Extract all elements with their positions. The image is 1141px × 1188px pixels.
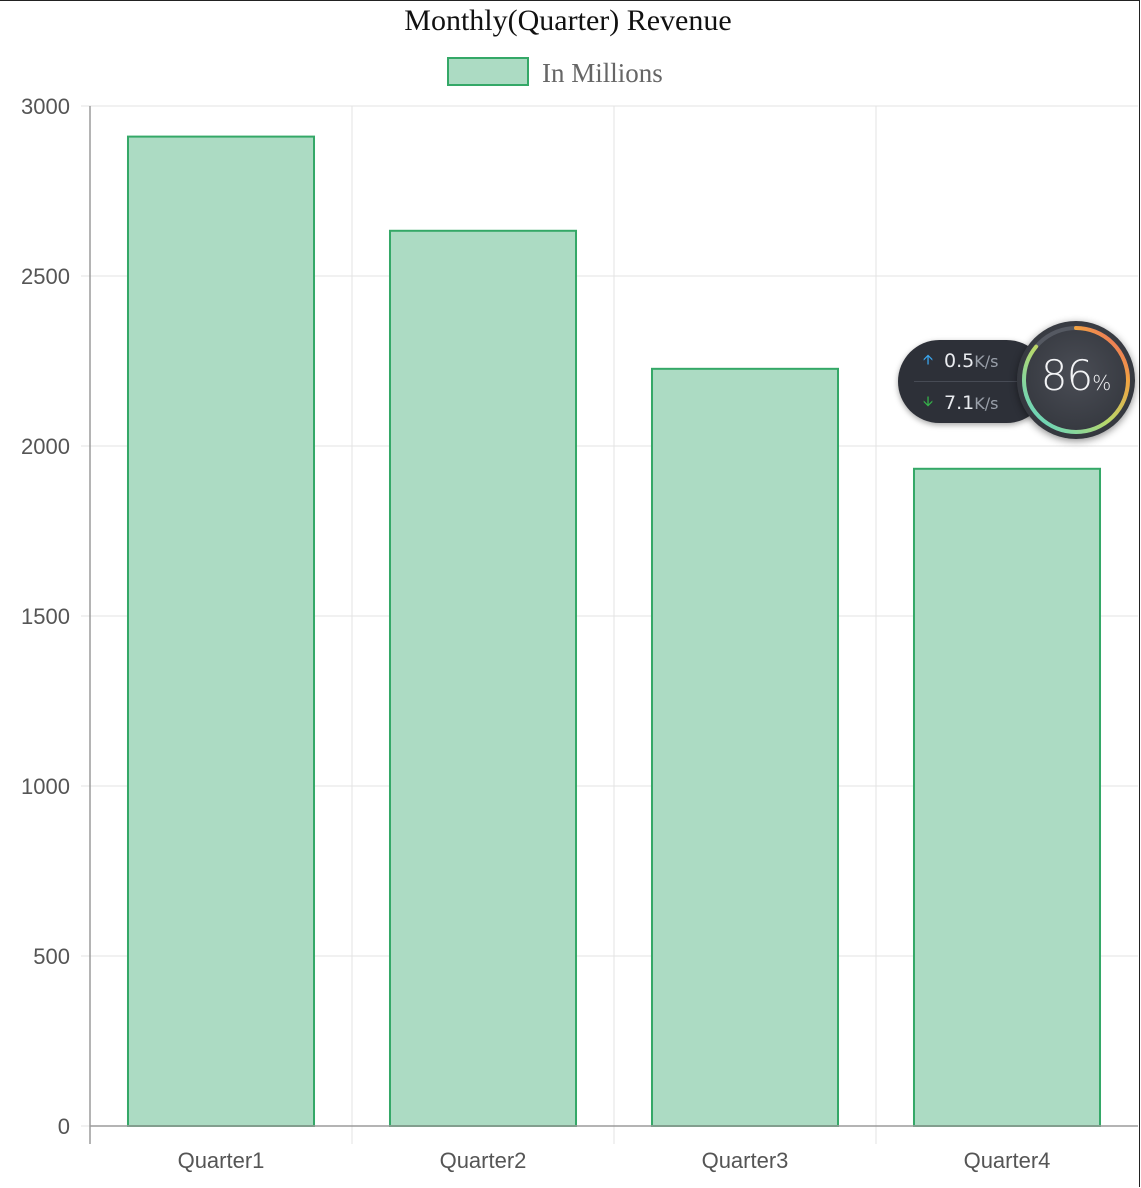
upload-speed-unit: K/s <box>974 351 999 371</box>
legend-swatch <box>447 57 529 86</box>
upload-speed-value: 0.5 <box>944 350 975 372</box>
gauge-arc <box>1022 326 1130 434</box>
bar-quarter4[interactable] <box>912 467 1102 1127</box>
x-tick-label: Quarter4 <box>964 1148 1051 1173</box>
bars <box>126 135 1102 1128</box>
y-tick-label: 2500 <box>21 264 70 289</box>
download-speed-row: 🡫 7.1 K/s <box>920 390 998 416</box>
chart-title: Monthly(Quarter) Revenue <box>404 4 731 37</box>
memory-usage-gauge[interactable]: 86% <box>1017 321 1135 439</box>
bar-quarter3[interactable] <box>650 367 840 1127</box>
axes <box>89 106 1138 1144</box>
bar-quarter1[interactable] <box>126 135 316 1128</box>
legend[interactable]: In Millions <box>447 57 663 88</box>
y-tick-label: 500 <box>33 944 70 969</box>
y-tick-label: 1000 <box>21 774 70 799</box>
upload-speed-row: 🡩 0.5 K/s <box>920 348 998 374</box>
x-tick-label: Quarter3 <box>702 1148 789 1173</box>
percent-value: 86 <box>1040 351 1093 400</box>
network-speed-widget[interactable]: 🡩 0.5 K/s 🡫 7.1 K/s 86% <box>898 321 1136 441</box>
arrow-up-icon: 🡩 <box>922 352 934 368</box>
legend-label: In Millions <box>542 58 663 88</box>
download-speed-unit: K/s <box>974 393 999 413</box>
x-tick-label: Quarter2 <box>440 1148 527 1173</box>
percent-sign: % <box>1092 371 1112 395</box>
gauge-ring <box>1022 326 1130 434</box>
arrow-down-icon: 🡫 <box>922 394 934 410</box>
download-speed-value: 7.1 <box>944 392 975 414</box>
divider <box>914 381 1034 382</box>
x-tick-label: Quarter1 <box>178 1148 265 1173</box>
y-tick-label: 2000 <box>21 434 70 459</box>
y-tick-label: 3000 <box>21 94 70 119</box>
y-tick-label: 1500 <box>21 604 70 629</box>
bar-quarter2[interactable] <box>388 229 578 1127</box>
tick-labels: 0 500 1000 1500 2000 2500 3000 Quarter1 Quarter2… <box>21 94 1050 1173</box>
memory-usage-percent: 86% <box>1017 351 1135 400</box>
y-tick-label: 0 <box>58 1114 70 1139</box>
